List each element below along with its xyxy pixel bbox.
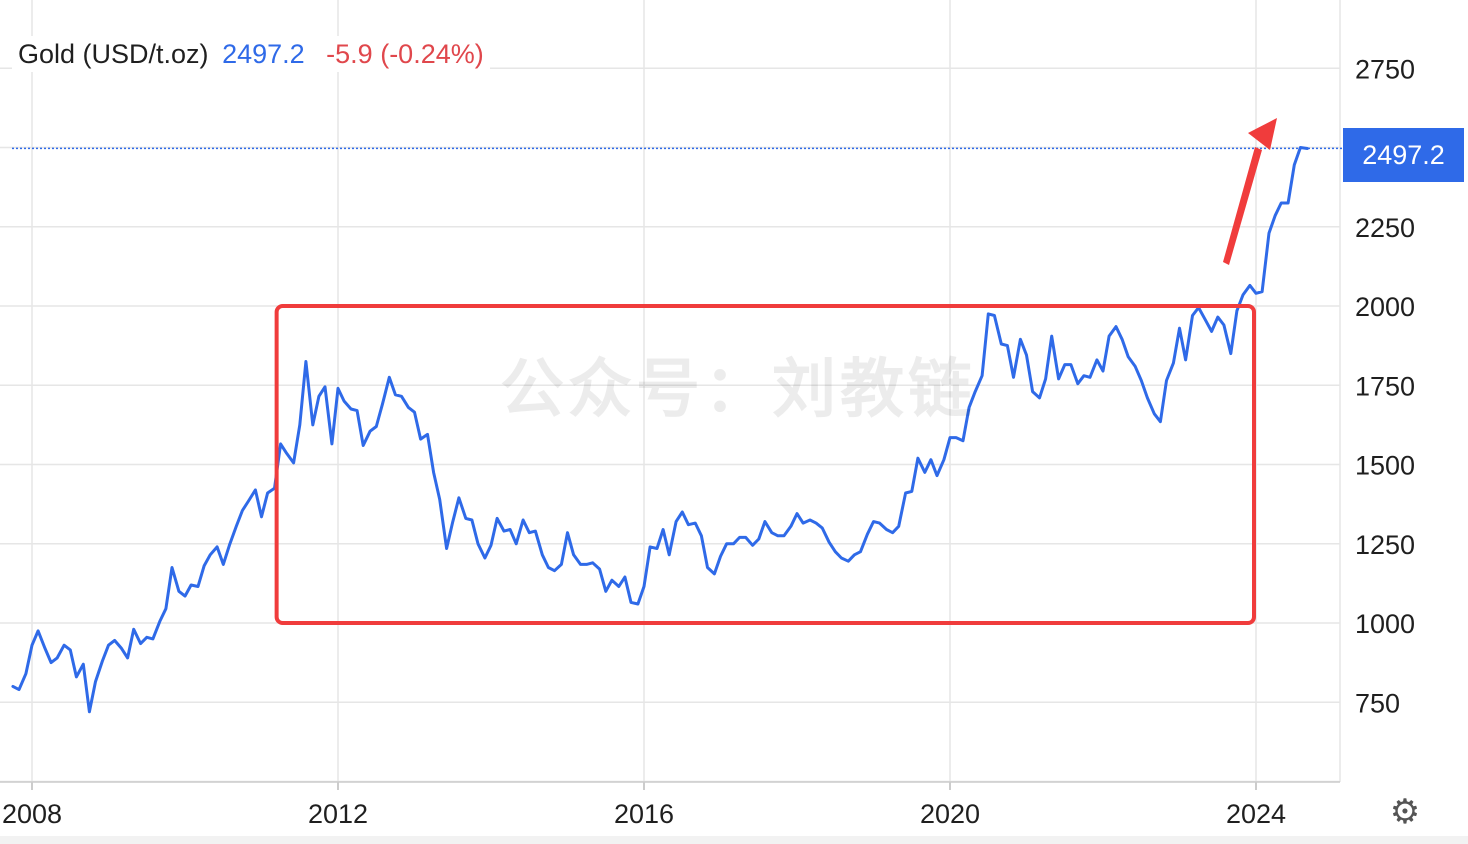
- y-tick-label: 1500: [1355, 451, 1415, 481]
- x-tick-label: 2016: [614, 799, 674, 829]
- y-tick-label: 1250: [1355, 530, 1415, 560]
- x-tick-label: 2008: [2, 799, 62, 829]
- y-tick-label: 2250: [1355, 213, 1415, 243]
- series-line: [11, 146, 1309, 714]
- x-tick-label: 2024: [1226, 799, 1286, 829]
- watermark: 公众号：刘教链: [500, 353, 976, 425]
- y-tick-label: 1000: [1355, 609, 1415, 639]
- current-price: 2497.2: [222, 39, 305, 69]
- y-tick-label: 1750: [1355, 371, 1415, 401]
- range-box: [274, 304, 1256, 625]
- annotations: [274, 118, 1277, 625]
- bottom-border: [0, 836, 1468, 844]
- x-axis: 2008 2012 2016 2020 2024: [0, 781, 1340, 829]
- x-tick-label: 2020: [920, 799, 980, 829]
- chart-header: Gold (USD/t.oz) 2497.2 -5.9 (-0.24%): [12, 36, 490, 72]
- y-tick-label: 2000: [1355, 292, 1415, 322]
- x-tick-label: 2012: [308, 799, 368, 829]
- y-axis: 750 1000 1250 1500 1750 2000 2250 2750: [1339, 0, 1415, 782]
- up-arrow: [1223, 118, 1277, 265]
- price-series: [11, 146, 1309, 714]
- grid: [0, 0, 1340, 783]
- y-tick-label: 750: [1355, 688, 1400, 718]
- price-change: -5.9 (-0.24%): [326, 39, 484, 69]
- y-tick-label: 2750: [1355, 54, 1415, 84]
- price-tag: 2497.2: [1343, 128, 1464, 182]
- chart-title: Gold (USD/t.oz): [18, 39, 209, 69]
- gear-icon[interactable]: ⚙: [1389, 793, 1421, 831]
